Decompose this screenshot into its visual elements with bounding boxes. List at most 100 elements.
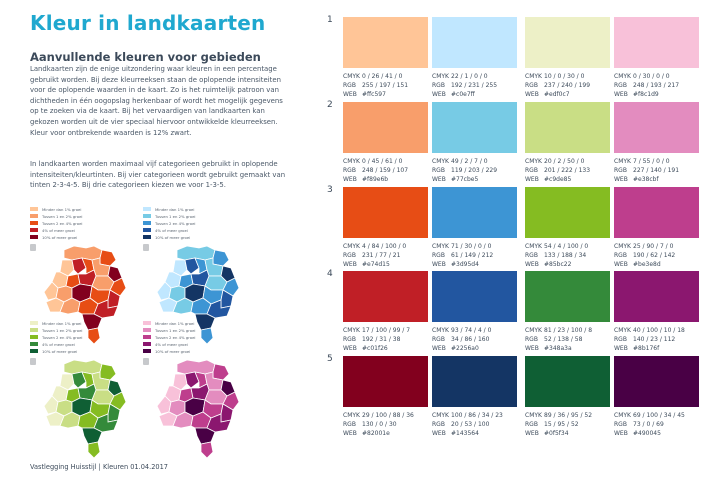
cmyk-label: CMYK bbox=[525, 73, 542, 80]
cmyk-code: CMYK 0 / 45 / 61 / 0 bbox=[343, 157, 428, 166]
web-value: #be3e8d bbox=[633, 261, 661, 269]
cmyk-value: 93 / 74 / 4 / 0 bbox=[451, 327, 492, 334]
rgb-label: RGB bbox=[525, 252, 538, 260]
web-value: #f8c1d9 bbox=[633, 91, 659, 99]
color-cell: CMYK 93 / 74 / 4 / 0 RGB 34 / 86 / 160 WEB #2… bbox=[432, 271, 517, 354]
rgb-code: RGB 227 / 140 / 191 bbox=[614, 166, 699, 175]
map-region bbox=[200, 441, 214, 459]
web-value: #edf0c7 bbox=[544, 91, 570, 99]
cmyk-label: CMYK bbox=[525, 412, 542, 419]
legend-item: 10% of meer groei bbox=[143, 234, 195, 240]
web-label: WEB bbox=[525, 261, 539, 269]
cmyk-value: 100 / 86 / 34 / 23 bbox=[451, 412, 503, 419]
web-code: WEB #e38cbf bbox=[614, 175, 699, 184]
map-region bbox=[99, 363, 117, 381]
cmyk-code: CMYK 20 / 2 / 50 / 0 bbox=[525, 157, 610, 166]
color-swatch bbox=[525, 271, 610, 322]
rgb-label: RGB bbox=[614, 167, 627, 175]
color-cell: CMYK 0 / 30 / 0 / 0 RGB 248 / 193 / 217 WEB #… bbox=[614, 17, 699, 100]
cmyk-value: 49 / 2 / 7 / 0 bbox=[451, 158, 488, 165]
rgb-code: RGB 190 / 62 / 142 bbox=[614, 251, 699, 260]
web-code: WEB #348a3a bbox=[525, 344, 610, 353]
map-region bbox=[212, 249, 230, 267]
rgb-code: RGB 248 / 193 / 217 bbox=[614, 81, 699, 90]
legend-label: Tussen 2 en 4% groei bbox=[155, 220, 196, 226]
web-label: WEB bbox=[343, 430, 357, 438]
color-codes: CMYK 0 / 26 / 41 / 0 RGB 255 / 197 / 151 WEB… bbox=[343, 72, 428, 100]
color-cell: CMYK 100 / 86 / 34 / 23 RGB 20 / 53 / 100 WE… bbox=[432, 356, 517, 439]
cmyk-label: CMYK bbox=[343, 412, 360, 419]
web-value: #c01f26 bbox=[362, 345, 388, 353]
legend-swatch bbox=[30, 334, 38, 340]
cmyk-value: 17 / 100 / 99 / 7 bbox=[362, 327, 411, 334]
web-code: WEB #be3e8d bbox=[614, 260, 699, 269]
cmyk-label: CMYK bbox=[432, 243, 449, 250]
cmyk-code: CMYK 0 / 30 / 0 / 0 bbox=[614, 72, 699, 81]
legend-swatch bbox=[143, 320, 151, 326]
color-swatch bbox=[525, 356, 610, 407]
web-code: WEB #3d95d4 bbox=[432, 260, 517, 269]
cmyk-code: CMYK 0 / 26 / 41 / 0 bbox=[343, 72, 428, 81]
color-swatch bbox=[614, 187, 699, 238]
rgb-value: 227 / 140 / 191 bbox=[633, 167, 680, 175]
legend-item: 4% of meer groei bbox=[30, 227, 82, 233]
cmyk-label: CMYK bbox=[432, 327, 449, 334]
color-swatch bbox=[614, 102, 699, 153]
cmyk-label: CMYK bbox=[343, 158, 360, 165]
rgb-code: RGB 73 / 0 / 69 bbox=[614, 420, 699, 429]
legend-swatch bbox=[143, 348, 151, 354]
map-region bbox=[109, 277, 127, 297]
map-region bbox=[200, 327, 214, 345]
legend-label: Tussen 2 en 4% groei bbox=[155, 334, 196, 340]
legend-label: Tussen 2 en 4% groei bbox=[42, 334, 83, 340]
color-swatch bbox=[614, 271, 699, 322]
map-region bbox=[222, 391, 240, 411]
cmyk-value: 71 / 30 / 0 / 0 bbox=[451, 243, 492, 250]
rgb-code: RGB 192 / 31 / 38 bbox=[343, 335, 428, 344]
footer: Vastlegging Huisstijl | Kleuren 01.04.20… bbox=[30, 463, 168, 471]
map-region bbox=[59, 259, 75, 277]
rgb-value: 130 / 0 / 30 bbox=[362, 421, 397, 429]
rgb-label: RGB bbox=[343, 167, 356, 175]
legend-label: Minder dan 1% groei bbox=[155, 320, 195, 326]
rgb-label: RGB bbox=[343, 421, 356, 429]
cmyk-code: CMYK 22 / 1 / 0 / 0 bbox=[432, 72, 517, 81]
web-code: WEB #77cbe5 bbox=[432, 175, 517, 184]
rgb-label: RGB bbox=[343, 252, 356, 260]
cmyk-value: 7 / 55 / 0 / 0 bbox=[633, 158, 670, 165]
color-codes: CMYK 22 / 1 / 0 / 0 RGB 192 / 231 / 255 WEB #… bbox=[432, 72, 517, 100]
web-value: #490045 bbox=[633, 430, 661, 438]
legend-label: 4% of meer groei bbox=[42, 227, 75, 233]
rgb-code: RGB 15 / 95 / 52 bbox=[525, 420, 610, 429]
color-codes: CMYK 71 / 30 / 0 / 0 RGB 61 / 149 / 212 WEB #… bbox=[432, 242, 517, 270]
legend-label: 10% of meer groei bbox=[42, 234, 78, 240]
color-codes: CMYK 93 / 74 / 4 / 0 RGB 34 / 86 / 160 WEB #2… bbox=[432, 326, 517, 354]
legend-swatch bbox=[30, 341, 38, 347]
cmyk-value: 22 / 1 / 0 / 0 bbox=[451, 73, 488, 80]
web-label: WEB bbox=[343, 176, 357, 184]
rgb-code: RGB 201 / 222 / 133 bbox=[525, 166, 610, 175]
legend-label: 10% of meer groei bbox=[155, 234, 191, 240]
cmyk-value: 81 / 23 / 100 / 8 bbox=[544, 327, 593, 334]
legend-swatch bbox=[30, 206, 38, 212]
rgb-label: RGB bbox=[525, 336, 538, 344]
rgb-value: 61 / 149 / 212 bbox=[451, 252, 494, 260]
cmyk-code: CMYK 17 / 100 / 99 / 7 bbox=[343, 326, 428, 335]
cmyk-value: 29 / 100 / 88 / 36 bbox=[362, 412, 414, 419]
rgb-label: RGB bbox=[525, 421, 538, 429]
rgb-value: 237 / 240 / 199 bbox=[544, 82, 591, 90]
web-code: WEB #f8c1d9 bbox=[614, 90, 699, 99]
page-title: Kleur in landkaarten bbox=[30, 11, 266, 35]
legend-swatch bbox=[143, 227, 151, 233]
color-swatch bbox=[432, 17, 517, 68]
map-orange: Minder dan 1% groei Tussen 1 en 2% groei T… bbox=[30, 206, 148, 345]
web-code: WEB #85bc22 bbox=[525, 260, 610, 269]
color-cell: CMYK 40 / 100 / 10 / 18 RGB 140 / 23 / 112 W… bbox=[614, 271, 699, 354]
rgb-value: 248 / 159 / 107 bbox=[362, 167, 409, 175]
web-code: WEB #ffc597 bbox=[343, 90, 428, 99]
color-swatch bbox=[343, 271, 428, 322]
rgb-label: RGB bbox=[432, 421, 445, 429]
web-code: WEB #e74d15 bbox=[343, 260, 428, 269]
rgb-label: RGB bbox=[614, 82, 627, 90]
web-value: #143564 bbox=[451, 430, 479, 438]
